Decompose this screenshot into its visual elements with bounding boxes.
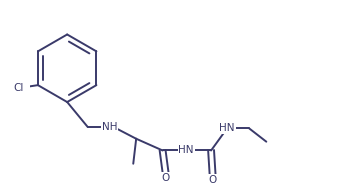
Text: HN: HN (178, 145, 194, 156)
Text: NH: NH (102, 122, 118, 132)
Text: O: O (161, 173, 170, 183)
Text: HN: HN (219, 123, 235, 133)
Text: O: O (208, 175, 217, 185)
Text: Cl: Cl (13, 83, 24, 93)
